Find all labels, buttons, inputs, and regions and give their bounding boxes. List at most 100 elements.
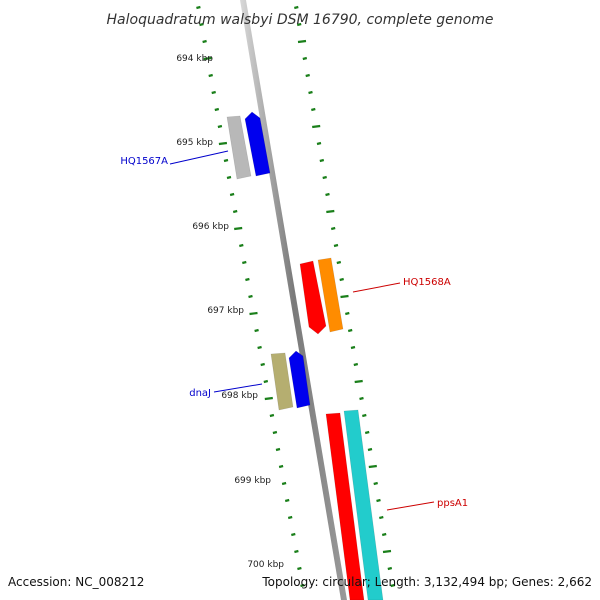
gene-label-text: ppsA1 xyxy=(437,498,468,509)
tick-mark xyxy=(308,90,313,95)
major-tick-mark xyxy=(203,56,212,61)
tick-mark xyxy=(199,22,204,27)
tick-mark xyxy=(257,345,262,350)
major-tick-mark xyxy=(382,549,392,554)
tick-mark xyxy=(269,413,275,418)
gene-label-hq1567a[interactable]: HQ1567A xyxy=(120,150,229,167)
ruler-label-696kbp: 696 kbp xyxy=(192,222,229,232)
tick-mark xyxy=(239,243,244,248)
genome-backbone xyxy=(240,0,347,600)
tick-mark xyxy=(311,107,316,112)
tick-mark xyxy=(316,141,322,146)
ruler-label-700kbp: 700 kbp xyxy=(247,560,284,570)
major-tick-mark xyxy=(264,396,273,401)
gene-label-text: dnaJ xyxy=(189,388,211,399)
tick-mark xyxy=(373,481,378,486)
tick-mark xyxy=(242,260,247,265)
tick-mark xyxy=(319,158,325,163)
gene-features xyxy=(226,111,384,600)
topology-text: Topology: circular; Length: 3,132,494 bp… xyxy=(261,575,592,589)
tick-mark xyxy=(263,379,269,384)
tick-mark xyxy=(245,277,250,282)
ruler-label-695kbp: 695 kbp xyxy=(176,138,213,148)
tick-mark xyxy=(381,532,387,537)
tick-mark xyxy=(232,209,238,214)
tick-mark xyxy=(208,73,213,78)
tick-mark xyxy=(260,362,265,367)
callout-line xyxy=(352,282,401,293)
outer-tick-track xyxy=(294,5,395,588)
major-tick-mark xyxy=(368,464,377,469)
gene-label-text: HQ1567A xyxy=(120,156,168,167)
tick-mark xyxy=(272,430,278,435)
feature-cds-ppsa1[interactable] xyxy=(325,412,365,600)
feature-gene-hq1568a[interactable] xyxy=(317,257,344,333)
tick-mark xyxy=(291,532,296,537)
tick-mark xyxy=(379,515,384,520)
tick-mark xyxy=(390,583,395,588)
tick-mark xyxy=(254,328,259,333)
feature-gene-dnaj[interactable] xyxy=(288,350,311,409)
tick-mark xyxy=(214,107,220,112)
gene-label-dnaj[interactable]: dnaJ xyxy=(189,383,263,399)
tick-mark xyxy=(333,243,339,248)
tick-mark xyxy=(305,73,310,78)
tick-mark xyxy=(281,481,287,486)
tick-mark xyxy=(287,515,293,520)
ruler-label-694kbp: 694 kbp xyxy=(176,54,213,64)
tick-mark xyxy=(367,447,373,452)
tick-mark xyxy=(202,39,207,44)
tick-mark xyxy=(300,583,305,588)
tick-mark xyxy=(322,175,327,180)
tick-mark xyxy=(297,566,302,571)
feature-cds-dnaj[interactable] xyxy=(270,352,294,411)
tick-mark xyxy=(275,447,281,452)
feature-cds-hq1568a[interactable] xyxy=(299,260,327,335)
tick-mark xyxy=(196,5,201,10)
tick-mark xyxy=(345,311,350,316)
inner-tick-track xyxy=(196,5,305,588)
major-tick-mark xyxy=(354,379,363,384)
major-tick-mark xyxy=(312,124,321,129)
major-tick-mark xyxy=(297,39,307,44)
tick-mark xyxy=(217,124,223,129)
major-tick-mark xyxy=(340,294,349,299)
major-tick-mark xyxy=(326,209,335,214)
accession-text: Accession: NC_008212 xyxy=(8,575,144,589)
tick-mark xyxy=(296,22,302,27)
ruler-label-697kbp: 697 kbp xyxy=(207,306,244,316)
gene-label-hq1568a[interactable]: HQ1568A xyxy=(352,277,451,293)
map-title: Haloquadratum walsbyi DSM 16790, complet… xyxy=(107,12,494,28)
tick-mark xyxy=(294,549,299,554)
tick-mark xyxy=(336,260,342,265)
major-tick-mark xyxy=(218,141,228,146)
tick-mark xyxy=(284,498,290,503)
tick-mark xyxy=(353,362,359,367)
tick-mark xyxy=(302,56,308,61)
tick-mark xyxy=(364,430,370,435)
callout-line xyxy=(386,501,435,511)
major-tick-mark xyxy=(249,311,258,316)
ruler-label-698kbp: 698 kbp xyxy=(221,391,258,401)
tick-mark xyxy=(211,90,216,95)
tick-mark xyxy=(350,345,356,350)
tick-mark xyxy=(330,226,336,231)
tick-mark xyxy=(347,328,353,333)
tick-mark xyxy=(362,413,367,418)
feature-cds-hq1567a[interactable] xyxy=(226,115,252,180)
tick-mark xyxy=(387,566,393,571)
ruler-label-699kbp: 699 kbp xyxy=(234,476,271,486)
tick-mark xyxy=(229,192,235,197)
feature-gene-ppsa1[interactable] xyxy=(343,409,384,600)
tick-mark xyxy=(359,396,364,401)
tick-mark xyxy=(339,277,344,282)
feature-gene-hq1567a[interactable] xyxy=(244,111,271,177)
major-tick-mark xyxy=(234,226,243,231)
tick-mark xyxy=(325,192,330,197)
tick-mark xyxy=(294,5,299,10)
tick-mark xyxy=(226,175,232,180)
gene-label-ppsa1[interactable]: ppsA1 xyxy=(386,498,468,511)
ruler-labels: 694 kbp 695 kbp 696 kbp 697 kbp 698 kbp … xyxy=(176,54,284,570)
tick-mark xyxy=(376,498,381,503)
